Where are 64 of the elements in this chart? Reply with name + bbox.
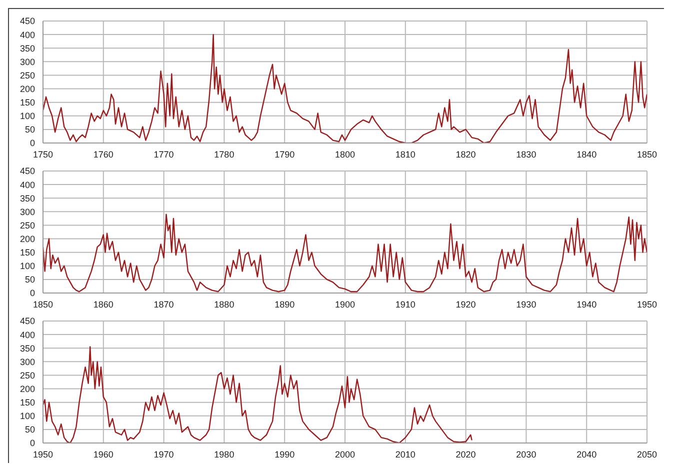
y-tick-label: 200 — [20, 234, 35, 244]
x-tick-label: 1900 — [334, 299, 356, 310]
y-tick-label: 0 — [30, 438, 35, 448]
x-tick-label: 1750 — [32, 149, 54, 160]
y-tick-label: 100 — [20, 261, 35, 272]
x-tick-label: 1940 — [576, 299, 597, 310]
y-tick-label: 50 — [24, 274, 35, 285]
x-tick-label: 1990 — [274, 449, 295, 460]
y-tick-label: 150 — [20, 398, 35, 408]
x-tick-label: 1790 — [274, 149, 295, 160]
y-tick-label: 300 — [20, 356, 35, 367]
y-tick-label: 350 — [20, 193, 35, 204]
x-tick-label: 1930 — [516, 299, 536, 310]
y-tick-label: 250 — [20, 220, 35, 230]
x-tick-label: 1950 — [636, 299, 658, 310]
x-tick-label: 1970 — [154, 449, 174, 460]
y-tick-label: 200 — [20, 84, 35, 94]
x-tick-label: 2010 — [395, 449, 416, 460]
x-tick-label: 1800 — [334, 149, 356, 160]
x-tick-label: 1980 — [214, 449, 234, 460]
y-tick-label: 50 — [24, 424, 35, 435]
x-tick-label: 1850 — [32, 299, 54, 310]
y-tick-label: 150 — [20, 248, 35, 258]
x-tick-label: 1760 — [93, 149, 114, 160]
y-tick-label: 400 — [20, 180, 35, 190]
y-tick-label: 100 — [20, 111, 35, 122]
y-tick-label: 400 — [20, 330, 35, 340]
y-tick-label: 450 — [20, 316, 35, 326]
x-tick-label: 1910 — [395, 299, 416, 310]
y-tick-label: 350 — [20, 343, 35, 354]
x-tick-label: 2040 — [576, 449, 597, 460]
x-tick-label: 1960 — [93, 449, 114, 460]
x-tick-label: 1780 — [214, 149, 234, 160]
y-tick-label: 0 — [30, 138, 35, 148]
y-tick-label: 250 — [20, 70, 35, 80]
x-tick-label: 1770 — [154, 149, 174, 160]
y-tick-label: 450 — [20, 16, 35, 26]
x-tick-label: 1870 — [154, 299, 174, 310]
y-tick-label: 350 — [20, 43, 35, 54]
y-tick-label: 400 — [20, 30, 35, 40]
y-tick-label: 250 — [20, 370, 35, 380]
x-tick-label: 2030 — [516, 449, 536, 460]
x-tick-label: 1820 — [456, 149, 476, 160]
x-tick-label: 1810 — [395, 149, 416, 160]
y-tick-label: 450 — [20, 166, 35, 176]
line-series — [43, 346, 472, 443]
x-tick-label: 2050 — [636, 449, 658, 460]
y-tick-label: 150 — [20, 98, 35, 108]
y-tick-label: 300 — [20, 206, 35, 217]
x-tick-label: 1920 — [456, 299, 476, 310]
x-tick-label: 1830 — [516, 149, 536, 160]
y-tick-label: 100 — [20, 411, 35, 422]
y-tick-label: 300 — [20, 56, 35, 67]
y-tick-label: 50 — [24, 124, 35, 135]
x-tick-label: 1950 — [32, 449, 54, 460]
x-tick-label: 1860 — [93, 299, 114, 310]
x-tick-label: 2020 — [456, 449, 476, 460]
y-tick-label: 200 — [20, 384, 35, 394]
x-tick-label: 1840 — [576, 149, 597, 160]
x-tick-label: 1890 — [274, 299, 295, 310]
x-tick-label: 2000 — [334, 449, 356, 460]
x-tick-label: 1850 — [636, 149, 658, 160]
y-tick-label: 0 — [30, 288, 35, 298]
x-tick-label: 1880 — [214, 299, 234, 310]
